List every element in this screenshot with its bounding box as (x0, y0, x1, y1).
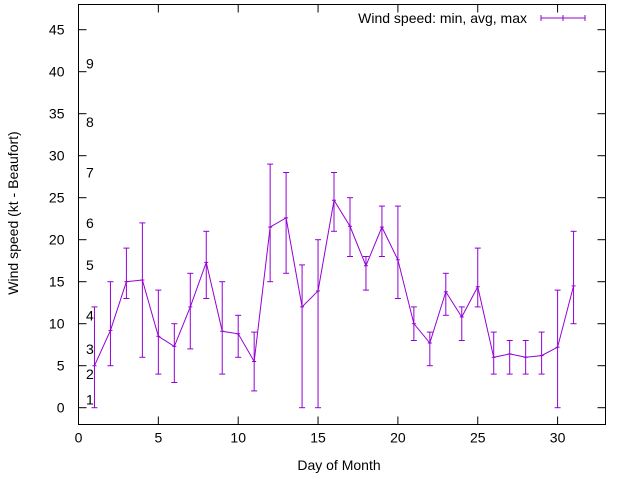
data-point (315, 239, 322, 409)
x-tick-label: 10 (230, 430, 246, 446)
data-point (171, 323, 178, 383)
beaufort-label: 8 (86, 114, 94, 130)
data-point (251, 331, 258, 392)
x-tick-label: 20 (390, 430, 406, 446)
y-tick-label: 25 (49, 190, 65, 206)
y-axis-label: Wind speed (kt - Beaufort) (5, 131, 21, 294)
beaufort-label: 1 (86, 391, 94, 407)
data-point (235, 314, 242, 358)
y-tick-label: 15 (49, 274, 65, 290)
x-tick-label: 15 (310, 430, 326, 446)
y-tick-label: 0 (57, 400, 65, 416)
x-tick-label: 0 (75, 430, 83, 446)
x-tick-label: 30 (550, 430, 566, 446)
beaufort-label: 3 (86, 341, 94, 357)
y-tick-label: 5 (57, 358, 65, 374)
plot-frame (78, 4, 606, 425)
x-tick-labels: 0 5 10 15 20 25 30 (75, 430, 566, 446)
data-point (203, 230, 210, 299)
x-axis-label: Day of Month (297, 457, 380, 473)
data-point (554, 289, 561, 409)
data-point (394, 205, 401, 299)
legend-sample-line (540, 15, 586, 21)
data-point (267, 163, 274, 283)
data-point (331, 172, 338, 232)
y-tick-label: 45 (49, 22, 65, 38)
data-point (426, 331, 433, 367)
y-tick-labels: 0 5 10 15 20 25 30 35 40 45 (49, 22, 65, 416)
beaufort-label: 6 (86, 215, 94, 231)
data-point (442, 272, 449, 316)
y-tick-label: 20 (49, 232, 65, 248)
data-point (155, 289, 162, 375)
beaufort-label: 7 (86, 165, 94, 181)
data-point (538, 331, 545, 375)
y-tick-label: 40 (49, 64, 65, 80)
data-point (522, 340, 529, 375)
data-point (139, 222, 146, 358)
data-point (123, 247, 130, 299)
y-tick-label: 30 (49, 148, 65, 164)
y-tick-label: 35 (49, 106, 65, 122)
beaufort-label: 9 (86, 55, 94, 71)
data-point (378, 205, 385, 257)
beaufort-labels: 1 2 3 4 5 6 7 8 9 (86, 55, 94, 407)
data-point (570, 230, 577, 325)
x-tick-label: 5 (154, 430, 162, 446)
data-point (219, 281, 226, 375)
data-point (283, 172, 290, 274)
legend-label: Wind speed: min, avg, max (358, 10, 527, 26)
x-tick-label: 25 (470, 430, 486, 446)
data-point (362, 256, 369, 291)
data-point (410, 306, 417, 341)
data-point (107, 281, 114, 367)
series-wind-speed (91, 163, 577, 409)
data-point (91, 306, 98, 409)
beaufort-label: 4 (86, 307, 94, 323)
data-point (299, 264, 306, 409)
beaufort-label: 5 (86, 257, 94, 273)
legend: Wind speed: min, avg, max (358, 10, 586, 26)
y-tick-label: 10 (49, 316, 65, 332)
beaufort-label: 2 (86, 366, 94, 382)
data-point (474, 247, 481, 308)
data-point (187, 272, 194, 350)
data-point (346, 197, 353, 257)
data-point (458, 306, 465, 341)
data-point (506, 340, 513, 375)
data-point (490, 331, 497, 375)
